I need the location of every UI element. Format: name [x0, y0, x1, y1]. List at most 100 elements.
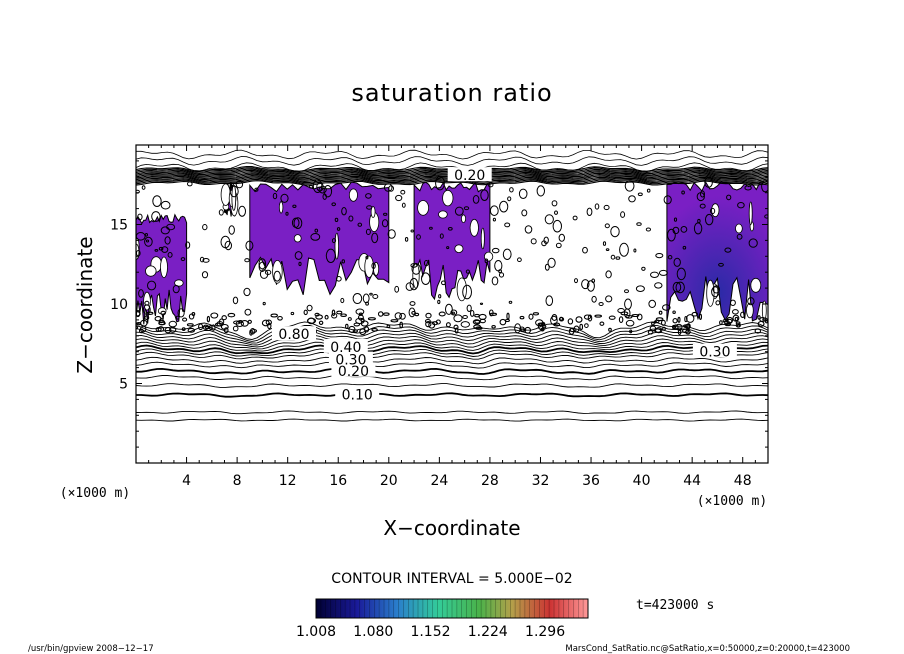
shaded-region [413, 181, 491, 301]
contour-blob [662, 326, 666, 331]
contour-blob [509, 187, 514, 193]
contour-blob [567, 318, 574, 325]
contour-blob [310, 233, 321, 241]
contour-blob [399, 321, 404, 329]
contour-blob [438, 294, 442, 299]
contour-blob [608, 315, 616, 320]
contour-blob [367, 317, 376, 321]
contour-blob [504, 222, 511, 228]
contour-blob [677, 316, 681, 323]
contour-blob [594, 203, 600, 210]
contour-blob [498, 269, 503, 274]
unsaturated-hole [417, 200, 430, 216]
contour-blob [365, 193, 372, 199]
contour-blob [277, 315, 283, 321]
contour-blob [663, 195, 672, 205]
contour-blob [293, 217, 303, 230]
contour-blob [323, 185, 333, 198]
contour-blob [555, 242, 562, 249]
contour-blob [369, 292, 373, 296]
contour-label: 0.30 [335, 353, 366, 369]
colorbar-tick-labels: 1.008 1.080 1.152 1.224 1.296 [296, 624, 565, 640]
contour-blob [315, 314, 323, 320]
contour-blob [290, 311, 295, 316]
contour-blob [603, 204, 610, 211]
x-tick-label: 4 [182, 473, 191, 489]
contour-blob [586, 280, 595, 292]
contour-blob [425, 312, 432, 319]
contour-blob [146, 311, 154, 315]
contour-blob [650, 271, 659, 278]
contour-blob [524, 326, 532, 334]
contour-blob [715, 300, 721, 306]
contour-blob [635, 285, 645, 293]
unsaturated-hole [370, 206, 376, 218]
contour-blob [629, 329, 633, 334]
x-tick-label: 12 [279, 473, 297, 489]
contour-blob [206, 315, 211, 323]
contour-blob [602, 241, 607, 246]
contour-blob [624, 289, 629, 294]
contour-blob [646, 188, 651, 193]
contour-label-bg [447, 167, 492, 182]
contour-blob [740, 311, 746, 318]
contour-blob [353, 322, 361, 327]
contour-line [136, 338, 768, 350]
contour-blob [582, 246, 588, 254]
contour-blob [371, 262, 376, 269]
contour-blob [451, 311, 455, 315]
unsaturated-hole [456, 277, 467, 302]
contour-blob [536, 185, 545, 197]
contour-blob [672, 318, 678, 324]
x-tick-label: 20 [380, 473, 398, 489]
contour-blob [185, 241, 191, 249]
contour-blob [737, 323, 741, 328]
contour-blob [360, 320, 369, 327]
contour-blob [394, 312, 402, 320]
contour-blob [586, 207, 593, 217]
contour-blob [547, 257, 556, 268]
contour-line [136, 348, 768, 357]
contour-blob [388, 185, 395, 192]
contour-blob [155, 327, 162, 332]
contour-blob [680, 226, 688, 233]
contour-blob [551, 314, 558, 321]
contour-blob [272, 192, 278, 200]
contour-blob [506, 312, 510, 320]
contour-blob [383, 183, 393, 192]
contour-blob [615, 256, 621, 260]
x-tick-label: 28 [481, 473, 499, 489]
y-axis-label: Z−coordinate [73, 236, 97, 373]
contour-blob [648, 299, 657, 308]
contour-blob [318, 320, 324, 325]
supersaturation-shading [136, 181, 768, 325]
contour-blob [553, 322, 561, 327]
contour-blob [460, 321, 470, 328]
contour-blob [371, 328, 378, 332]
contour-blob [262, 301, 266, 306]
contour-blob [168, 320, 178, 328]
contour-blob [673, 217, 678, 222]
contour-blob [475, 326, 483, 330]
contour-blob [469, 309, 475, 317]
contour-blob [232, 325, 239, 332]
contour-blob [528, 313, 534, 320]
contour-blob [568, 327, 575, 335]
contour-blob [594, 314, 603, 318]
contour-blob [558, 233, 565, 242]
contour-line [136, 341, 768, 352]
plot-area [136, 149, 768, 422]
y-tick-label: 5 [119, 377, 128, 393]
contour-blob [386, 324, 391, 328]
contour-blob [227, 312, 236, 318]
contour-line [136, 180, 768, 186]
contour-blob [491, 276, 499, 286]
contour-blob [160, 310, 166, 316]
contour-blob [147, 280, 157, 291]
contour-blob [298, 261, 302, 267]
contour-blob [254, 187, 259, 192]
contour-blob [726, 194, 732, 201]
contour-blob [518, 188, 528, 200]
contour-blob [479, 302, 484, 305]
contour-blob [625, 319, 635, 327]
